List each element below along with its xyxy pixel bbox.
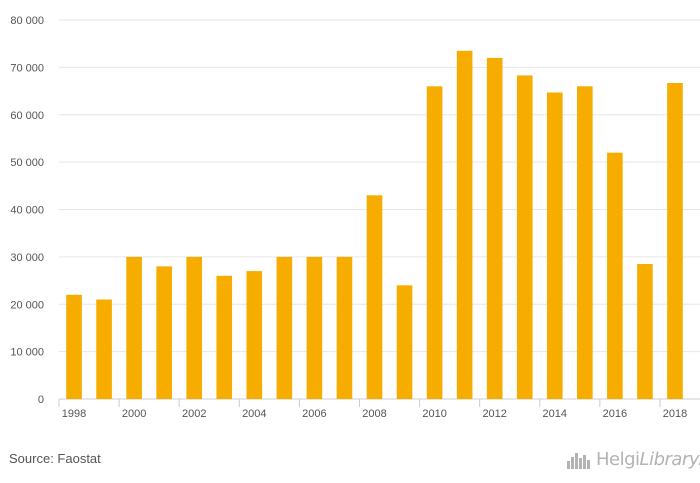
bar-2007 <box>336 256 353 399</box>
bar-2015 <box>577 86 593 399</box>
y-tick-label: 20 000 <box>10 299 44 311</box>
y-tick-label: 60 000 <box>10 110 44 122</box>
x-tick-label: 2016 <box>603 408 627 420</box>
bar-2003 <box>216 275 233 399</box>
y-tick-label: 0 <box>38 394 44 406</box>
bar-2018 <box>667 83 683 399</box>
x-tick-label: 2010 <box>422 408 446 420</box>
logo-text-main: Helgi <box>596 448 640 470</box>
x-tick-label: 2018 <box>663 408 687 420</box>
y-tick-label: 40 000 <box>10 205 44 217</box>
axes <box>58 399 661 407</box>
bar-2014 <box>546 92 563 399</box>
bar-2002 <box>186 256 203 399</box>
y-tick-label: 30 000 <box>10 252 44 264</box>
bar-2004 <box>246 271 263 399</box>
bar-2017 <box>637 263 653 399</box>
bar-2012 <box>486 57 503 400</box>
y-tick-label: 80 000 <box>10 15 44 27</box>
x-tick-label: 2012 <box>482 408 506 420</box>
logo-text-italic: Library. <box>639 448 700 470</box>
bar-1998 <box>66 294 82 399</box>
x-tick-label: 2006 <box>302 408 326 420</box>
x-tick-label: 1998 <box>62 408 86 420</box>
bar-2008 <box>366 195 383 399</box>
source-note: Source: Faostat <box>9 451 101 466</box>
x-tick-label: 2008 <box>362 408 386 420</box>
bar-2005 <box>276 256 293 399</box>
bar-1999 <box>96 299 112 399</box>
bar-2006 <box>306 256 323 399</box>
bar-2009 <box>396 285 413 399</box>
y-tick-label: 10 000 <box>10 347 44 359</box>
x-tick-label: 2000 <box>122 408 146 420</box>
x-tick-label: 2002 <box>182 408 206 420</box>
bar-2016 <box>607 152 623 399</box>
bars <box>66 50 683 400</box>
city-skyline-icon <box>567 453 590 469</box>
logo-text: HelgiLibrary. <box>596 449 700 470</box>
x-tick-label: 2004 <box>242 408 266 420</box>
x-tick-label: 2014 <box>543 408 567 420</box>
y-tick-label: 50 000 <box>10 157 44 169</box>
y-axis-tick-labels: 0 10 000 20 000 30 000 40 000 50 000 60 000 70 … <box>10 15 44 406</box>
bar-2001 <box>156 266 172 399</box>
x-axis-tick-labels: 1998 2000 2002 2004 2006 2008 2010 2012 2014 2016… <box>62 408 687 420</box>
bar-2000 <box>126 256 142 399</box>
bar-chart: 0 10 000 20 000 30 000 40 000 50 000 60 000 70 … <box>10 15 700 420</box>
bar-2011 <box>456 50 473 399</box>
bar-2013 <box>516 75 533 400</box>
helgilibrary-logo: HelgiLibrary. <box>566 447 700 471</box>
bar-2010 <box>426 86 443 399</box>
y-tick-label: 70 000 <box>10 62 44 74</box>
